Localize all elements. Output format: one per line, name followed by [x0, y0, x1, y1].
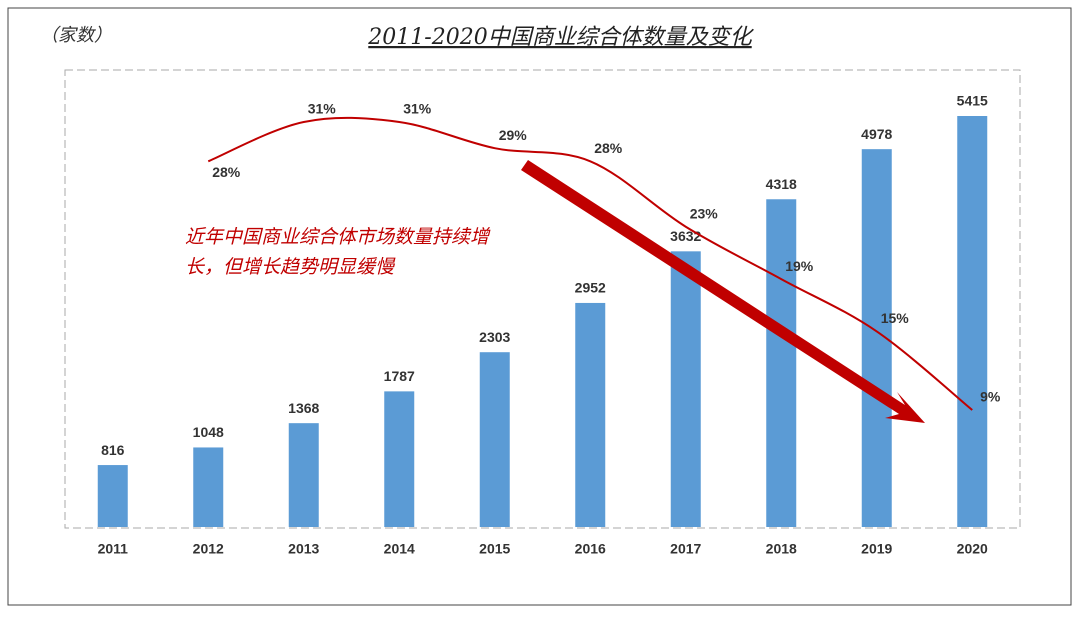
- x-tick-label: 2019: [861, 541, 892, 557]
- unit-label: （家数）: [40, 25, 112, 46]
- bar-value-label: 2952: [575, 280, 606, 296]
- bar: [97, 465, 128, 527]
- bar-value-label: 5415: [957, 93, 988, 109]
- x-tick-label: 2012: [193, 541, 224, 557]
- x-tick-label: 2014: [384, 541, 415, 557]
- x-tick-label: 2011: [98, 541, 129, 557]
- x-tick-label: 2016: [575, 541, 606, 557]
- bar-value-label: 4978: [861, 126, 892, 142]
- chart-title: 2011-2020中国商业综合体数量及变化: [367, 25, 754, 50]
- x-tick-label: 2013: [288, 541, 319, 557]
- growth-line: [207, 116, 973, 411]
- growth-label: 28%: [212, 164, 241, 180]
- growth-label: 19%: [785, 258, 814, 274]
- bar-value-label: 4318: [766, 176, 797, 192]
- growth-label: 31%: [308, 101, 337, 117]
- growth-label: 23%: [690, 205, 719, 221]
- plot-frame: [64, 69, 1021, 529]
- bar: [384, 391, 415, 527]
- bar-value-label: 3632: [670, 228, 701, 244]
- bar-value-label: 816: [101, 442, 125, 458]
- growth-label: 9%: [980, 389, 1001, 405]
- bar-value-label: 2303: [479, 329, 510, 345]
- growth-label: 15%: [881, 310, 910, 326]
- frame: [7, 7, 1072, 606]
- bar: [575, 302, 606, 527]
- trend-arrow: [521, 160, 925, 423]
- bar-value-label: 1048: [193, 424, 224, 440]
- annotation: 近年中国商业综合体市场数量持续增: [185, 226, 491, 248]
- bar: [957, 116, 988, 527]
- bar-value-label: 1368: [288, 400, 319, 416]
- growth-label: 31%: [403, 101, 432, 117]
- x-tick-label: 2020: [957, 541, 988, 557]
- x-tick-label: 2015: [479, 541, 510, 557]
- x-tick-label: 2017: [670, 541, 701, 557]
- bar: [766, 199, 797, 527]
- bar: [670, 251, 701, 527]
- growth-label: 28%: [594, 140, 623, 156]
- bar: [479, 352, 510, 527]
- bar-value-label: 1787: [384, 368, 415, 384]
- annotation: 长，但增长趋势明显缓慢: [185, 256, 396, 278]
- bar: [193, 447, 224, 527]
- bar: [288, 423, 319, 527]
- growth-label: 29%: [499, 127, 528, 143]
- x-tick-label: 2018: [766, 541, 797, 557]
